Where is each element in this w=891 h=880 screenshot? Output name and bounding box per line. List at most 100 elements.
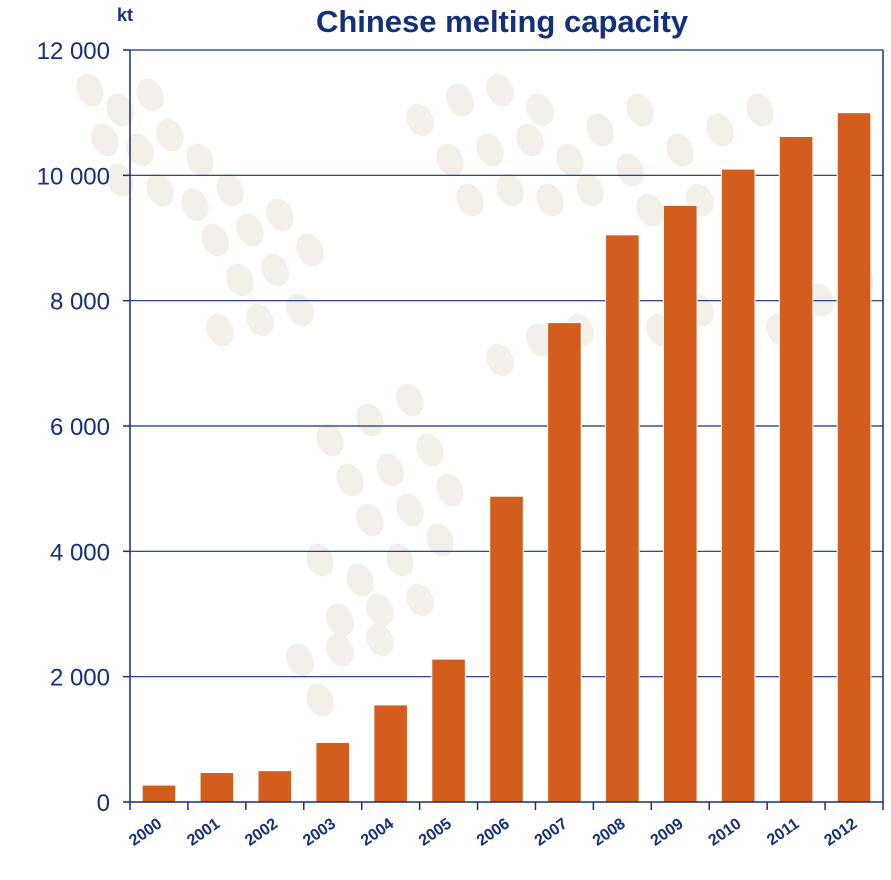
background-dot — [616, 153, 644, 187]
background-dot — [246, 303, 274, 337]
y-unit-label: kt — [117, 5, 134, 25]
bar — [489, 495, 524, 803]
background-dot — [216, 173, 244, 207]
background-dot — [526, 93, 554, 127]
background-dot — [536, 183, 564, 217]
background-dot — [156, 118, 184, 152]
background-dot — [346, 563, 374, 597]
x-tick-label: 2002 — [242, 815, 281, 849]
background-dot — [306, 683, 334, 717]
y-tick-label: 0 — [97, 790, 110, 817]
background-dot — [446, 83, 474, 117]
y-tick-label: 6 000 — [50, 414, 110, 441]
background-dot — [286, 293, 314, 327]
bar — [836, 112, 872, 803]
background-dot — [366, 593, 394, 627]
background-dot — [186, 143, 214, 177]
background-dot — [496, 173, 524, 207]
background-dot — [636, 193, 664, 227]
bar — [605, 234, 640, 803]
background-dot — [266, 198, 294, 232]
background-dot — [91, 123, 119, 157]
x-tick-label: 2006 — [474, 815, 513, 849]
axes — [123, 49, 884, 810]
x-tick-label: 2011 — [764, 815, 802, 849]
background-dot — [76, 73, 104, 107]
background-dot — [436, 143, 464, 177]
y-tick-label: 12 000 — [37, 38, 110, 65]
x-tick-label: 2008 — [590, 815, 629, 849]
background-dot — [236, 213, 264, 247]
background-dot — [356, 503, 384, 537]
background-dot — [426, 523, 454, 557]
bar — [662, 204, 698, 803]
background-dot — [526, 323, 554, 357]
bar — [257, 770, 293, 803]
x-tick-label: 2004 — [358, 815, 397, 849]
background-dot — [106, 93, 134, 127]
background-dot — [336, 463, 364, 497]
background-dot — [201, 223, 229, 257]
background-dot — [366, 623, 394, 657]
y-tick-label: 10 000 — [37, 163, 110, 190]
background-dot — [146, 173, 174, 207]
background-dot — [181, 188, 209, 222]
bars — [141, 112, 872, 803]
background-dots-pattern — [76, 73, 874, 717]
background-dot — [436, 473, 464, 507]
background-dot — [286, 643, 314, 677]
bar — [778, 135, 814, 803]
background-dot — [416, 433, 444, 467]
background-dot — [356, 403, 384, 437]
background-dot — [226, 263, 254, 297]
chart-title: Chinese melting capacity — [315, 4, 689, 39]
y-tick-label: 4 000 — [50, 539, 110, 566]
bar — [199, 772, 235, 803]
tick-labels: 0 2 000 4 000 6 000 8 000 10 000 12 000 2000 200… — [37, 38, 861, 850]
background-dot — [376, 453, 404, 487]
background-dot — [706, 113, 734, 147]
bar — [547, 322, 582, 803]
x-tick-label: 2012 — [821, 815, 860, 849]
bar — [141, 784, 177, 803]
y-tick-label: 2 000 — [50, 665, 110, 692]
x-tick-label: 2000 — [126, 815, 165, 849]
bar — [373, 704, 408, 803]
background-dot — [666, 133, 694, 167]
background-dot — [406, 583, 434, 617]
x-tick-label: 2005 — [416, 815, 455, 849]
background-dot — [556, 143, 584, 177]
background-dot — [406, 103, 434, 137]
background-dot — [296, 233, 324, 267]
background-dot — [136, 78, 164, 112]
x-tick-label: 2003 — [300, 815, 339, 849]
background-dot — [386, 543, 414, 577]
background-dot — [316, 423, 344, 457]
background-dot — [326, 633, 354, 667]
background-dot — [306, 543, 334, 577]
y-tick-label: 8 000 — [50, 289, 110, 316]
background-dot — [106, 163, 134, 197]
background-dot — [396, 383, 424, 417]
bar — [315, 741, 351, 803]
background-dot — [456, 183, 484, 217]
x-tick-label: 2007 — [532, 815, 571, 849]
background-dot — [746, 93, 774, 127]
background-dot — [261, 253, 289, 287]
x-tick-label: 2009 — [648, 815, 687, 849]
background-dot — [486, 343, 514, 377]
background-dot — [576, 173, 604, 207]
background-dot — [626, 93, 654, 127]
background-dot — [126, 133, 154, 167]
background-dot — [396, 493, 424, 527]
background-dot — [206, 313, 234, 347]
x-tick-label: 2010 — [706, 815, 745, 849]
bar — [431, 658, 466, 803]
bar — [720, 168, 756, 803]
background-dot — [326, 603, 354, 637]
x-tick-label: 2001 — [184, 815, 223, 849]
background-dot — [476, 133, 504, 167]
background-dot — [486, 73, 514, 107]
background-dot — [516, 123, 544, 157]
